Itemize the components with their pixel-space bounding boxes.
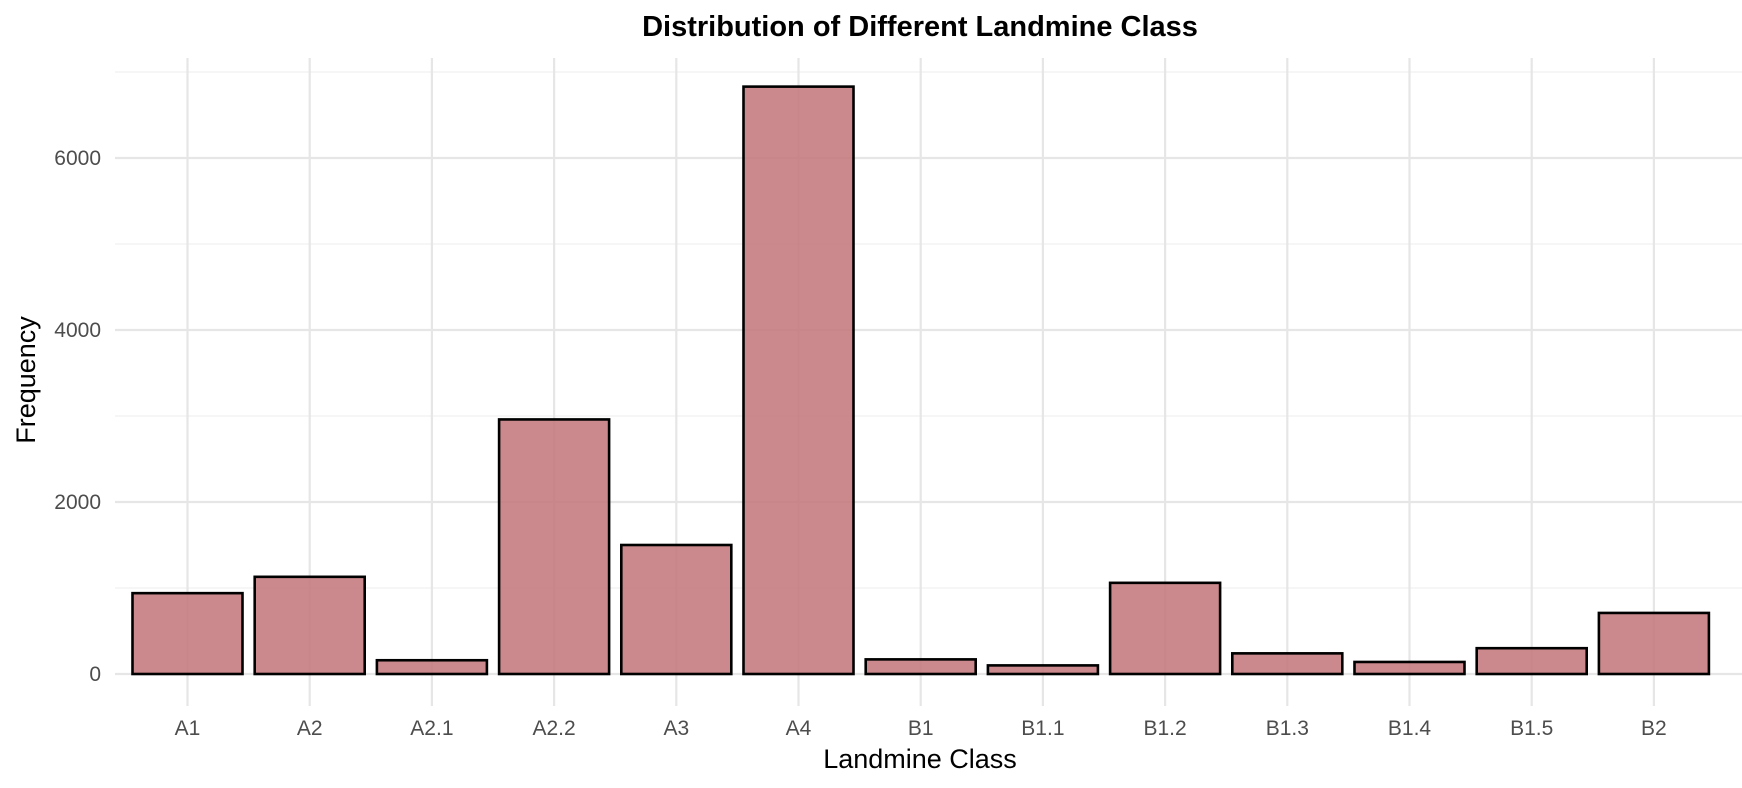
x-tick-label: B1.1	[1021, 717, 1064, 740]
x-tick-label: B1	[908, 717, 934, 740]
y-tick-label: 2000	[54, 491, 101, 514]
x-tick-label: A1	[175, 717, 201, 740]
bar-b2	[1597, 611, 1711, 676]
bar-b1-5	[1475, 646, 1588, 676]
x-tick-label: B1.3	[1266, 717, 1309, 740]
bar-a2-2	[497, 418, 611, 676]
bars	[131, 85, 1711, 676]
bar-a2	[253, 575, 366, 676]
x-tick-label: B1.4	[1388, 717, 1432, 740]
bar-b1-3	[1231, 652, 1344, 676]
x-tick-label: B2	[1641, 717, 1667, 740]
x-tick-label: A4	[786, 717, 812, 740]
y-tick-label: 0	[89, 663, 101, 686]
bar-b1-2	[1108, 581, 1222, 676]
bar-a4	[742, 85, 855, 676]
x-tick-label: A2	[297, 717, 323, 740]
x-axis-title: Landmine Class	[823, 744, 1017, 774]
bar-b1-1	[986, 664, 1100, 676]
x-tick-label: B1.2	[1143, 717, 1186, 740]
chart-title: Distribution of Different Landmine Class	[642, 11, 1198, 43]
bar-a3	[619, 543, 733, 676]
bar-a1	[131, 591, 244, 676]
y-tick-label: 4000	[54, 319, 101, 342]
x-axis-ticks: A1 A2 A2.1 A2.2 A3 A4 B1 B1.1 B1.2 B1.3 B1.4 B1.5 B2	[175, 717, 1667, 740]
x-tick-label: A3	[663, 717, 689, 740]
x-tick-label: B1.5	[1510, 717, 1553, 740]
x-tick-label: A2.2	[532, 717, 575, 740]
bar-b1	[864, 658, 978, 676]
y-axis-title: Frequency	[11, 316, 41, 444]
bar-b1-4	[1353, 660, 1466, 676]
y-axis-ticks: 0 2000 4000 6000	[54, 147, 101, 686]
x-tick-label: A2.1	[410, 717, 453, 740]
y-tick-label: 6000	[54, 147, 101, 170]
bar-a2-1	[375, 658, 489, 676]
